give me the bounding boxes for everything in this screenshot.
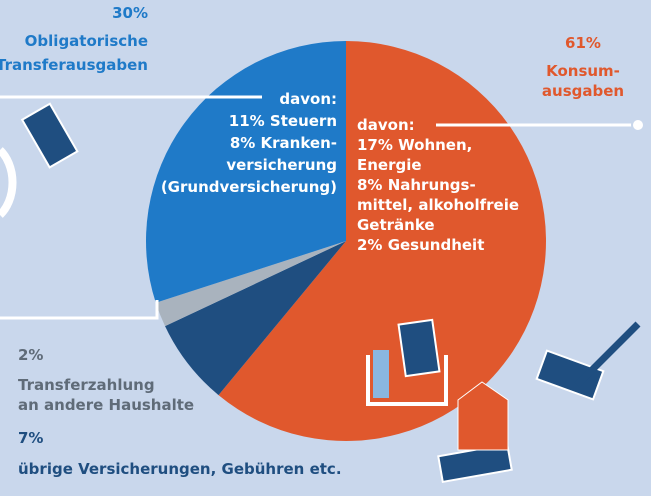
icon-money [20, 102, 641, 484]
annotation: davon: [279, 90, 337, 108]
connector [0, 300, 159, 320]
connector-dot [631, 118, 645, 132]
slice-label: übrige Versicherungen, Gebühren etc. [18, 460, 342, 478]
pie-slice [145, 41, 346, 303]
annotation: 8% Kranken- [230, 134, 337, 152]
value-label: 2% [18, 346, 43, 364]
value-label: 30% [112, 4, 148, 22]
pie-slice [165, 241, 346, 396]
slice-label: Transferzahlung [18, 376, 155, 394]
annotation: Getränke [357, 216, 435, 234]
slice-label: Obligatorische [25, 32, 148, 50]
annotation: 8% Nahrungs- [357, 176, 476, 194]
slice-label: Transferausgaben [0, 56, 148, 74]
pie-slice [218, 41, 546, 441]
value-label: 7% [18, 429, 43, 447]
decoration [0, 147, 17, 218]
annotation: davon: [357, 116, 415, 134]
pie-slice [155, 241, 346, 327]
annotation: 2% Gesundheit [357, 236, 484, 254]
annotation: (Grundversicherung) [161, 178, 337, 196]
slice-label: an andere Haushalte [18, 396, 194, 414]
slice-label: ausgaben [542, 82, 624, 100]
slice-label: Konsum- [546, 62, 620, 80]
annotation: versicherung [226, 156, 337, 174]
labels: 61% Konsum-ausgaben 7% übrige Versicherunge… [0, 4, 624, 478]
annotation: Energie [357, 156, 422, 174]
value-label: 61% [565, 34, 601, 52]
annotation: mittel, alkoholfreie [357, 196, 519, 214]
annotation: 11% Steuern [229, 112, 337, 130]
annotation: 17% Wohnen, [357, 136, 472, 154]
pie [145, 41, 546, 441]
